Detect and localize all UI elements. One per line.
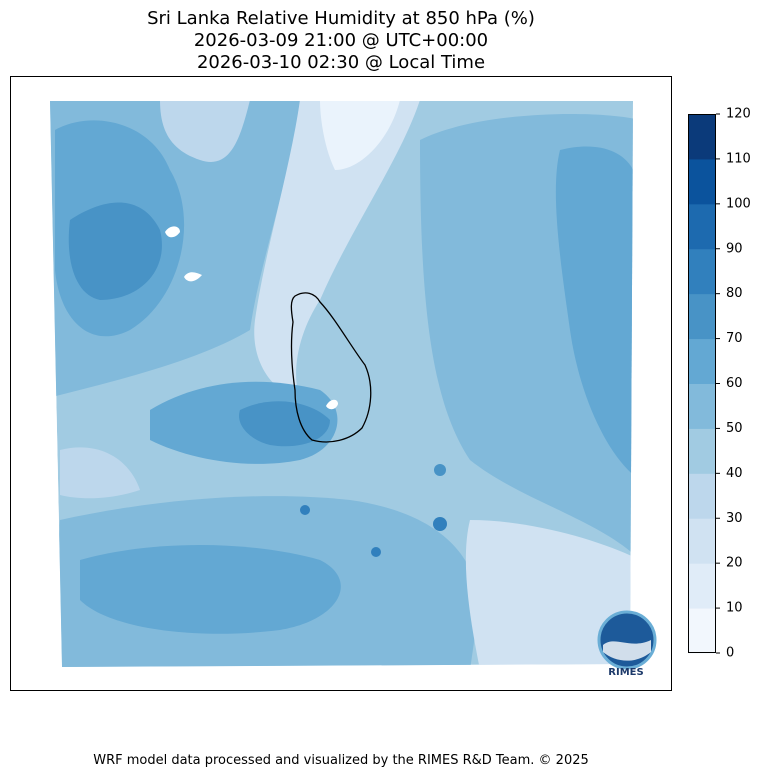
- title-line: 2026-03-10 02:30 @ Local Time: [197, 52, 485, 73]
- colorbar-segment: [688, 338, 716, 384]
- colorbar-segment: [688, 428, 716, 474]
- colorbar-tick-label: 30: [726, 511, 743, 526]
- colorbar-segment: [688, 383, 716, 429]
- sri-lanka-coastline: [290, 292, 372, 443]
- colorbar-segment: [688, 114, 716, 160]
- colorbar-tick-label: 120: [726, 107, 751, 122]
- colorbar-tick-label: 90: [726, 241, 743, 256]
- colorbar-tick-label: 20: [726, 556, 743, 571]
- humidity-field: [50, 101, 633, 667]
- colorbar: 0 10 20 30 40 50 60 70 80 90 100 110 120: [688, 107, 751, 661]
- logo-text: RIMES: [608, 667, 643, 678]
- colorbar-segment: [688, 248, 716, 295]
- colorbar-tick-label: 60: [726, 376, 743, 391]
- colorbar-tick-label: 50: [726, 421, 743, 436]
- colorbar-segment: [688, 473, 716, 519]
- title-line: 2026-03-09 21:00 @ UTC+00:00: [194, 30, 488, 51]
- colorbar-segment: [688, 203, 716, 250]
- colorbar-tick-label: 10: [726, 601, 743, 616]
- colorbar-frame: [688, 114, 716, 653]
- colorbar-tick-label: 80: [726, 286, 743, 301]
- colorbar-segment: [688, 563, 716, 609]
- colorbar-tick-label: 70: [726, 331, 743, 346]
- colorbar-tick-label: 40: [726, 466, 743, 481]
- title-line: Sri Lanka Relative Humidity at 850 hPa (…: [147, 8, 535, 29]
- colorbar-segment: [688, 608, 716, 654]
- colorbar-tick-label: 0: [726, 646, 734, 661]
- logo: RIMES: [597, 610, 657, 678]
- colorbar-segment: [688, 158, 716, 205]
- colorbar-segment: [688, 518, 716, 564]
- colorbar-segment: [688, 293, 716, 340]
- footer: WRF model data processed and visualized …: [93, 753, 589, 768]
- colorbar-tick-label: 100: [726, 196, 751, 211]
- colorbar-tick-label: 110: [726, 151, 751, 166]
